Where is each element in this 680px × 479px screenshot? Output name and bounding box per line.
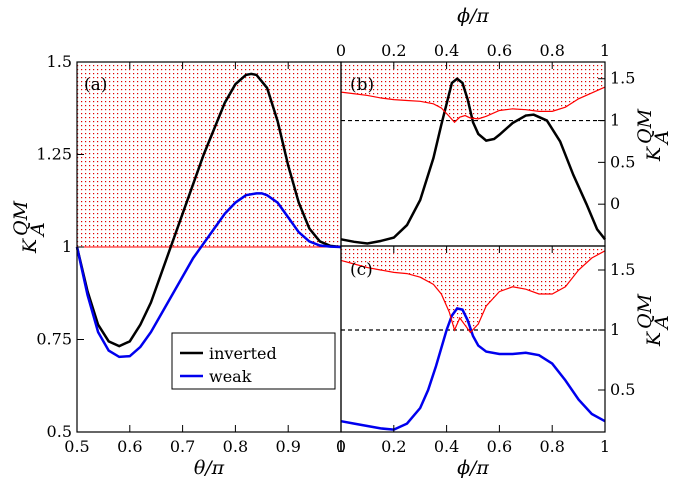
svg-text:A: A <box>27 222 49 238</box>
svg-text:QM: QM <box>10 200 32 236</box>
panel-b-ytick-label: 1.5 <box>610 69 635 88</box>
panel-a-xtick-label: 0.5 <box>64 437 89 456</box>
panel-b-series-bound <box>340 86 606 124</box>
svg-text:K: K <box>643 330 665 347</box>
panel-c-xtick-label: 0.4 <box>434 437 459 456</box>
panel-b: 0 0.2 0.4 0.6 0.8 100.511.5 (b) ϕ/π K A QM <box>336 5 673 247</box>
panel-c-ytick-label: 0.5 <box>610 380 635 399</box>
panel-b-xtick-label: 0 <box>336 41 346 60</box>
panel-c-label: (c) <box>350 260 373 280</box>
panel-a-ytick-label: 1 <box>62 237 72 256</box>
panel-b-xtick-label: 0.6 <box>487 41 512 60</box>
panel-b-xtick-label: 1 <box>600 41 610 60</box>
panel-a-xtick-label: 0.6 <box>117 437 142 456</box>
panel-b-xlabel: ϕ/π <box>457 5 489 27</box>
svg-text:A: A <box>651 315 673 331</box>
panel-a-xlabel: θ/π <box>194 457 225 479</box>
panel-c-xtick-label: 0.2 <box>381 437 406 456</box>
panel-c-shade <box>341 246 605 333</box>
panel-a-ytick-label: 1.25 <box>36 145 72 164</box>
panel-b-series-inverted <box>340 77 606 245</box>
panel-a-ylabel: K A QM <box>10 200 49 254</box>
svg-text:QM: QM <box>634 108 656 144</box>
panel-c-xtick-label: 0 <box>336 437 346 456</box>
panel-a-series-weak <box>75 192 342 359</box>
panel-b-ylabel: K A QM <box>634 108 673 162</box>
legend-label-inverted: inverted <box>209 344 277 363</box>
panel-c-xtick-label: 0.6 <box>487 437 512 456</box>
panel-b-shade <box>341 62 605 123</box>
panel-c: 0 0.2 0.4 0.6 0.8 1 0.5 1 1.5 (c) ϕ/π K A QM <box>336 245 673 479</box>
panel-a-shade <box>77 62 341 247</box>
panel-b-ytick-label: 1 <box>610 111 620 130</box>
svg-text:A: A <box>651 130 673 146</box>
panel-b-ytick-label: 0.5 <box>610 152 635 171</box>
panel-c-series-weak <box>340 306 606 431</box>
panel-a-ytick-label: 1.5 <box>47 52 72 71</box>
panel-c-series-bound <box>340 250 606 334</box>
legend-box <box>171 332 336 390</box>
panel-a-xtick-label: 0.9 <box>275 437 300 456</box>
panel-a-xtick-label: 0.8 <box>223 437 248 456</box>
panel-c-xlabel: ϕ/π <box>457 457 489 479</box>
svg-text:K: K <box>19 237 41 254</box>
svg-text:QM: QM <box>634 293 656 329</box>
legend-label-weak: weak <box>209 367 252 386</box>
panel-c-xtick-label: 0.8 <box>539 437 564 456</box>
panel-c-xtick-label: 1 <box>600 437 610 456</box>
panel-c-ylabel: K A QM <box>634 293 673 347</box>
panel-b-label: (b) <box>350 75 374 95</box>
panel-b-xtick-label: 0.4 <box>434 41 459 60</box>
panel-a-ytick-label: 0.5 <box>47 422 72 441</box>
panel-a-label: (a) <box>84 75 107 95</box>
panel-c-ytick-label: 1.5 <box>610 260 635 279</box>
panel-a-ytick-label: 0.75 <box>36 330 72 349</box>
panel-b-xtick-label: 0.8 <box>539 41 564 60</box>
panel-b-ytick-label: 0 <box>610 194 620 213</box>
svg-text:K: K <box>643 145 665 162</box>
panel-a-series-inverted <box>75 72 342 348</box>
legend: inverted weak <box>171 332 336 390</box>
panel-b-xtick-label: 0.2 <box>381 41 406 60</box>
panel-a-xtick-label: 0.7 <box>170 437 195 456</box>
panel-c-ytick-label: 1 <box>610 320 620 339</box>
panel-c-frame <box>340 245 606 433</box>
panel-a-xtick-label: 1 <box>336 437 346 456</box>
